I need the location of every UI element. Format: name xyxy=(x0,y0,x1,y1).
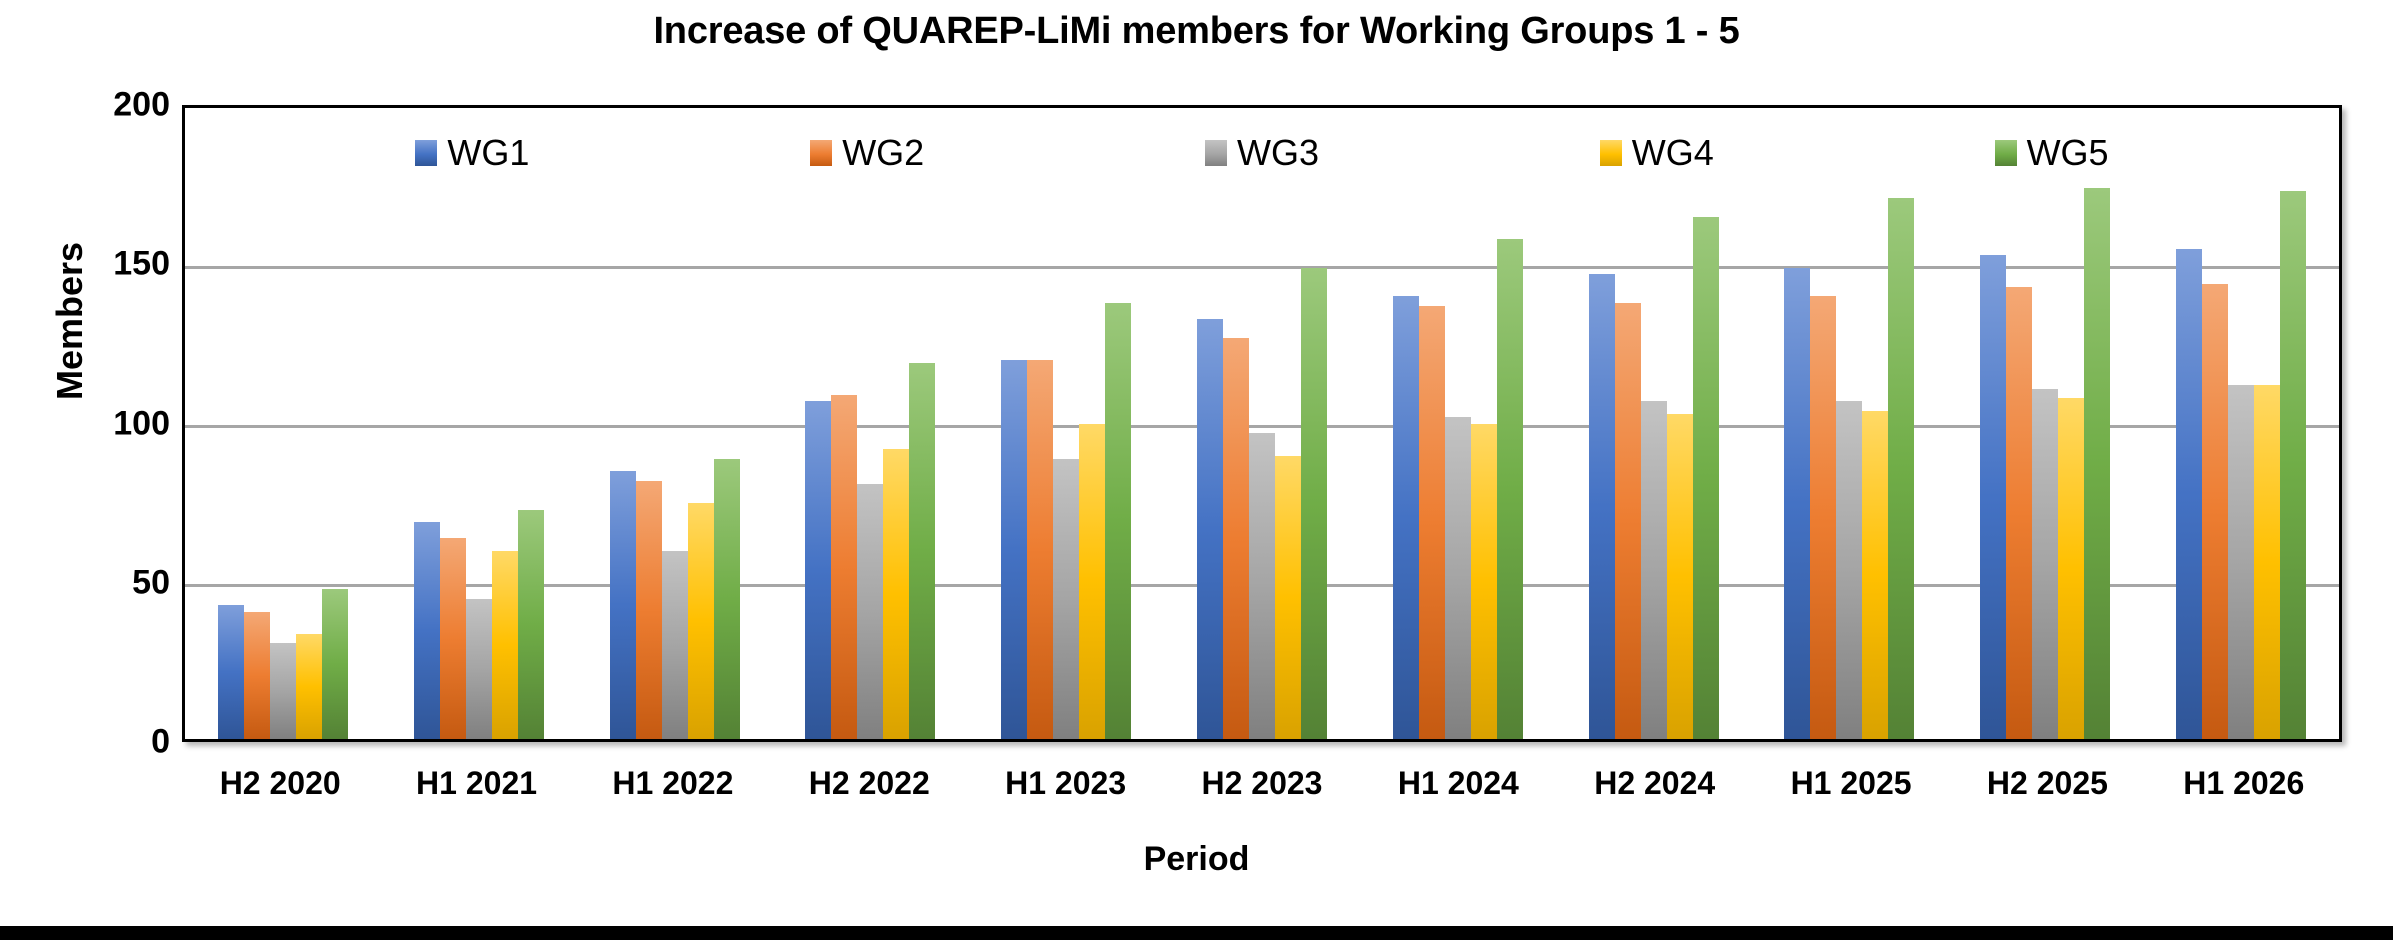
y-tick-label: 100 xyxy=(113,404,170,442)
bar-wg3-h2-2022[interactable] xyxy=(857,484,884,739)
bar-group xyxy=(1752,108,1948,739)
bar-wg2-h1-2024[interactable] xyxy=(1418,305,1445,739)
bar-wg2-h1-2023[interactable] xyxy=(1027,360,1054,739)
bar-wg1-h1-2023[interactable] xyxy=(1001,360,1028,739)
y-axis-tick-labels: 200 150 100 50 0 xyxy=(60,0,170,940)
bar-wg3-h1-2023[interactable] xyxy=(1053,458,1080,739)
bar-wg2-h1-2026[interactable] xyxy=(2202,283,2229,739)
bar-wg1-h1-2021[interactable] xyxy=(413,522,440,739)
x-tick-label: H2 2025 xyxy=(1986,765,2108,801)
x-tick-label: H2 2024 xyxy=(1594,765,1716,801)
bar-wg3-h2-2025[interactable] xyxy=(2032,388,2059,739)
bar-wg1-h1-2022[interactable] xyxy=(609,471,636,739)
bar-wg4-h2-2020[interactable] xyxy=(295,633,322,739)
bar-wg1-h1-2024[interactable] xyxy=(1392,296,1419,739)
bar-wg2-h2-2025[interactable] xyxy=(2006,286,2033,739)
bar-wg2-h2-2024[interactable] xyxy=(1614,302,1641,739)
bar-wg4-h1-2025[interactable] xyxy=(1862,410,1889,739)
bar-wg5-h2-2023[interactable] xyxy=(1300,267,1327,739)
bar-wg1-h2-2024[interactable] xyxy=(1588,274,1615,739)
bar-wg1-h2-2020[interactable] xyxy=(217,605,244,739)
bar-wg4-h1-2022[interactable] xyxy=(687,503,714,739)
bar-group xyxy=(1947,108,2143,739)
bar-wg5-h2-2024[interactable] xyxy=(1692,216,1719,739)
bar-wg2-h2-2022[interactable] xyxy=(831,395,858,739)
x-tick-label: H1 2026 xyxy=(2183,765,2305,801)
bar-wg5-h1-2021[interactable] xyxy=(517,509,544,739)
bar-wg4-h2-2022[interactable] xyxy=(883,449,910,739)
bar-group xyxy=(577,108,773,739)
bar-wg5-h1-2024[interactable] xyxy=(1496,238,1523,739)
gridline xyxy=(185,265,2339,269)
x-tick-label: H1 2024 xyxy=(1397,765,1519,801)
plot-area: WG1 WG2 WG3 WG4 WG5 xyxy=(182,105,2342,742)
bar-wg5-h1-2022[interactable] xyxy=(713,458,740,739)
bar-wg5-h2-2025[interactable] xyxy=(2084,188,2111,739)
x-tick-label: H2 2023 xyxy=(1201,765,1323,801)
x-tick-label: H1 2022 xyxy=(612,765,734,801)
bar-wg4-h2-2024[interactable] xyxy=(1666,414,1693,739)
x-axis-tick-labels: H2 2020 H1 2021 H1 2022 H2 2022 H1 2023 H2 20… xyxy=(182,765,2342,802)
bar-group xyxy=(185,108,381,739)
bar-wg2-h2-2023[interactable] xyxy=(1222,337,1249,739)
bar-wg1-h2-2023[interactable] xyxy=(1196,318,1223,739)
bar-group xyxy=(968,108,1164,739)
bar-wg5-h2-2020[interactable] xyxy=(321,589,348,739)
bar-wg3-h1-2021[interactable] xyxy=(465,598,492,739)
bar-wg4-h1-2021[interactable] xyxy=(491,551,518,739)
bar-wg1-h1-2026[interactable] xyxy=(2176,248,2203,739)
bar-wg3-h1-2025[interactable] xyxy=(1836,401,1863,739)
x-tick-label: H1 2025 xyxy=(1790,765,1912,801)
bar-groups xyxy=(185,108,2339,739)
chart-title: Increase of QUAREP-LiMi members for Work… xyxy=(653,10,1740,52)
bar-wg4-h2-2025[interactable] xyxy=(2058,398,2085,739)
bar-wg3-h1-2024[interactable] xyxy=(1444,417,1471,739)
bar-wg5-h1-2026[interactable] xyxy=(2280,191,2307,739)
bar-group xyxy=(2143,108,2339,739)
bar-group xyxy=(1556,108,1752,739)
bar-wg1-h2-2022[interactable] xyxy=(805,401,832,739)
bar-wg3-h2-2020[interactable] xyxy=(269,643,296,739)
bar-group xyxy=(1360,108,1556,739)
bar-wg4-h1-2026[interactable] xyxy=(2254,385,2281,739)
bar-wg2-h1-2022[interactable] xyxy=(635,481,662,739)
bar-wg3-h2-2024[interactable] xyxy=(1640,401,1667,739)
x-tick-label: H1 2021 xyxy=(416,765,538,801)
bar-wg4-h1-2024[interactable] xyxy=(1470,423,1497,739)
bar-wg3-h1-2022[interactable] xyxy=(661,551,688,739)
bottom-rule xyxy=(0,926,2393,940)
y-tick-label: 200 xyxy=(113,85,170,124)
bar-group xyxy=(772,108,968,739)
y-tick-label: 0 xyxy=(151,722,170,761)
x-tick-label: H1 2023 xyxy=(1005,765,1127,801)
bar-wg1-h1-2025[interactable] xyxy=(1784,267,1811,739)
bar-wg1-h2-2025[interactable] xyxy=(1980,254,2007,739)
bar-wg5-h2-2022[interactable] xyxy=(909,363,936,739)
bar-wg5-h1-2025[interactable] xyxy=(1888,197,1915,739)
bar-wg3-h2-2023[interactable] xyxy=(1248,433,1275,739)
bar-wg4-h2-2023[interactable] xyxy=(1274,455,1301,739)
y-tick-label: 50 xyxy=(132,563,170,602)
x-tick-label: H2 2022 xyxy=(808,765,930,801)
bar-wg4-h1-2023[interactable] xyxy=(1079,423,1106,739)
x-axis-title: Period xyxy=(1143,840,1250,878)
bar-wg3-h1-2026[interactable] xyxy=(2228,385,2255,739)
x-tick-label: H2 2020 xyxy=(219,765,341,801)
bar-wg2-h2-2020[interactable] xyxy=(243,611,270,739)
bar-group xyxy=(1164,108,1360,739)
y-tick-label: 150 xyxy=(113,244,170,283)
bar-group xyxy=(381,108,577,739)
bar-wg2-h1-2021[interactable] xyxy=(439,538,466,739)
bar-wg2-h1-2025[interactable] xyxy=(1810,296,1837,739)
bar-wg5-h1-2023[interactable] xyxy=(1105,302,1132,739)
gridline xyxy=(185,425,2339,428)
